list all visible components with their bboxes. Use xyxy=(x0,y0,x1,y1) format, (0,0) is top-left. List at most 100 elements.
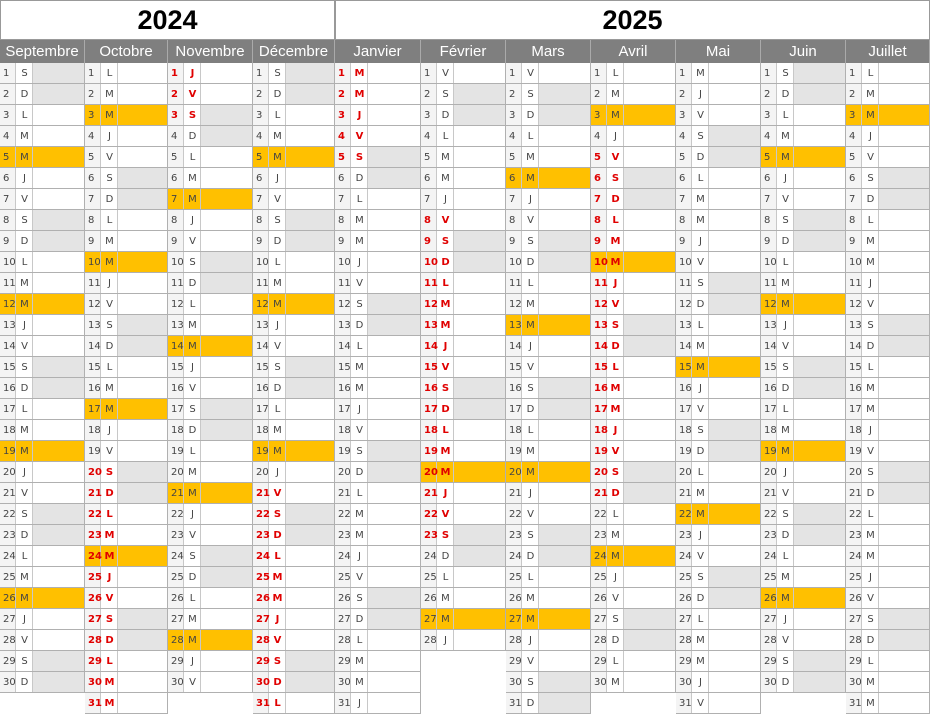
day-number: 28 xyxy=(168,630,184,650)
weekday-letter: L xyxy=(608,504,624,524)
day-cell: 26 S xyxy=(335,588,421,609)
day-number: 19 xyxy=(506,441,522,461)
day-note-area xyxy=(118,105,167,125)
day-note-area xyxy=(624,189,675,209)
day-note-area xyxy=(368,567,420,587)
day-cell: 24 L xyxy=(0,546,85,567)
day-note-area xyxy=(794,378,845,398)
day-number: 12 xyxy=(846,294,862,314)
month-header-6: Mars xyxy=(506,40,591,63)
weekday-letter: J xyxy=(693,231,709,251)
day-note-area xyxy=(454,147,505,167)
weekday-letter: V xyxy=(863,441,879,461)
day-number: 7 xyxy=(168,189,184,209)
weekday-letter: S xyxy=(523,672,539,692)
weekday-letter: S xyxy=(352,441,368,461)
day-cell: 27 S xyxy=(591,609,676,630)
day-number: 10 xyxy=(335,252,351,272)
day-note-area xyxy=(368,126,420,146)
weekday-letter: M xyxy=(352,378,368,398)
day-number: 10 xyxy=(0,252,16,272)
day-note-area xyxy=(879,567,929,587)
day-number: 23 xyxy=(761,525,777,545)
day-number: 19 xyxy=(335,441,351,461)
day-cell: 26 V xyxy=(846,588,930,609)
day-note-area xyxy=(201,210,252,230)
day-cell: 21 V xyxy=(253,483,335,504)
weekday-letter: J xyxy=(523,336,539,356)
day-number: 12 xyxy=(168,294,184,314)
day-number: 19 xyxy=(85,441,101,461)
day-note-area xyxy=(33,315,84,335)
day-number: 15 xyxy=(168,357,184,377)
weekday-letter: M xyxy=(863,399,879,419)
day-cell: 26 M xyxy=(761,588,846,609)
day-cell: 28 D xyxy=(85,630,168,651)
day-cell: 31 V xyxy=(676,693,761,714)
day-cell: 10 M xyxy=(85,252,168,273)
day-number: 25 xyxy=(85,567,102,587)
day-cell: 15 L xyxy=(85,357,168,378)
day-cell: 16 V xyxy=(168,378,253,399)
weekday-letter: V xyxy=(778,630,794,650)
day-note-area xyxy=(879,546,929,566)
weekday-letter: S xyxy=(778,63,794,83)
weekday-letter: J xyxy=(185,357,201,377)
day-cell: 19 V xyxy=(591,441,676,462)
weekday-letter: J xyxy=(523,483,539,503)
day-cell: 16 M xyxy=(85,378,168,399)
weekday-letter: J xyxy=(778,168,794,188)
day-number: 20 xyxy=(591,462,608,482)
day-number: 25 xyxy=(761,567,777,587)
day-number: 7 xyxy=(506,189,522,209)
day-number: 28 xyxy=(253,630,270,650)
weekday-letter: D xyxy=(270,378,286,398)
day-cell: 12 V xyxy=(85,294,168,315)
weekday-letter: M xyxy=(863,84,879,104)
weekday-letter: D xyxy=(608,189,624,209)
day-number: 16 xyxy=(168,378,184,398)
day-note-area xyxy=(201,609,252,629)
day-cell: 26 M xyxy=(0,588,85,609)
day-number: 22 xyxy=(506,504,522,524)
day-number: 24 xyxy=(591,546,607,566)
day-note-area xyxy=(709,693,760,713)
day-number: 21 xyxy=(506,483,522,503)
day-note-area xyxy=(794,420,845,440)
weekday-letter: M xyxy=(523,294,539,314)
day-number: 20 xyxy=(85,462,102,482)
day-number: 30 xyxy=(591,672,607,692)
weekday-letter: L xyxy=(608,210,624,230)
weekday-letter: L xyxy=(270,252,286,272)
day-cell: 13 J xyxy=(761,315,846,336)
weekday-letter: M xyxy=(693,630,709,650)
day-cell: 16 D xyxy=(253,378,335,399)
day-cell: 15 S xyxy=(761,357,846,378)
weekday-letter: M xyxy=(778,273,794,293)
day-note-area xyxy=(879,315,929,335)
day-note-area xyxy=(794,567,845,587)
weekday-letter: V xyxy=(185,672,201,692)
weekday-letter: V xyxy=(185,84,201,104)
weekday-letter: V xyxy=(17,189,33,209)
day-note-area xyxy=(794,357,845,377)
weekday-letter: M xyxy=(185,168,201,188)
day-cell: 25 D xyxy=(168,567,253,588)
day-cell: 22 V xyxy=(506,504,591,525)
weekday-letter: V xyxy=(17,630,33,650)
day-note-area xyxy=(454,315,505,335)
day-note-area xyxy=(201,336,252,356)
day-note-area xyxy=(624,231,675,251)
day-note-area xyxy=(539,693,590,713)
day-cell: 14 D xyxy=(591,336,676,357)
day-number: 24 xyxy=(761,546,777,566)
day-number: 29 xyxy=(676,651,692,671)
day-note-area xyxy=(33,252,84,272)
day-number: 29 xyxy=(591,651,607,671)
